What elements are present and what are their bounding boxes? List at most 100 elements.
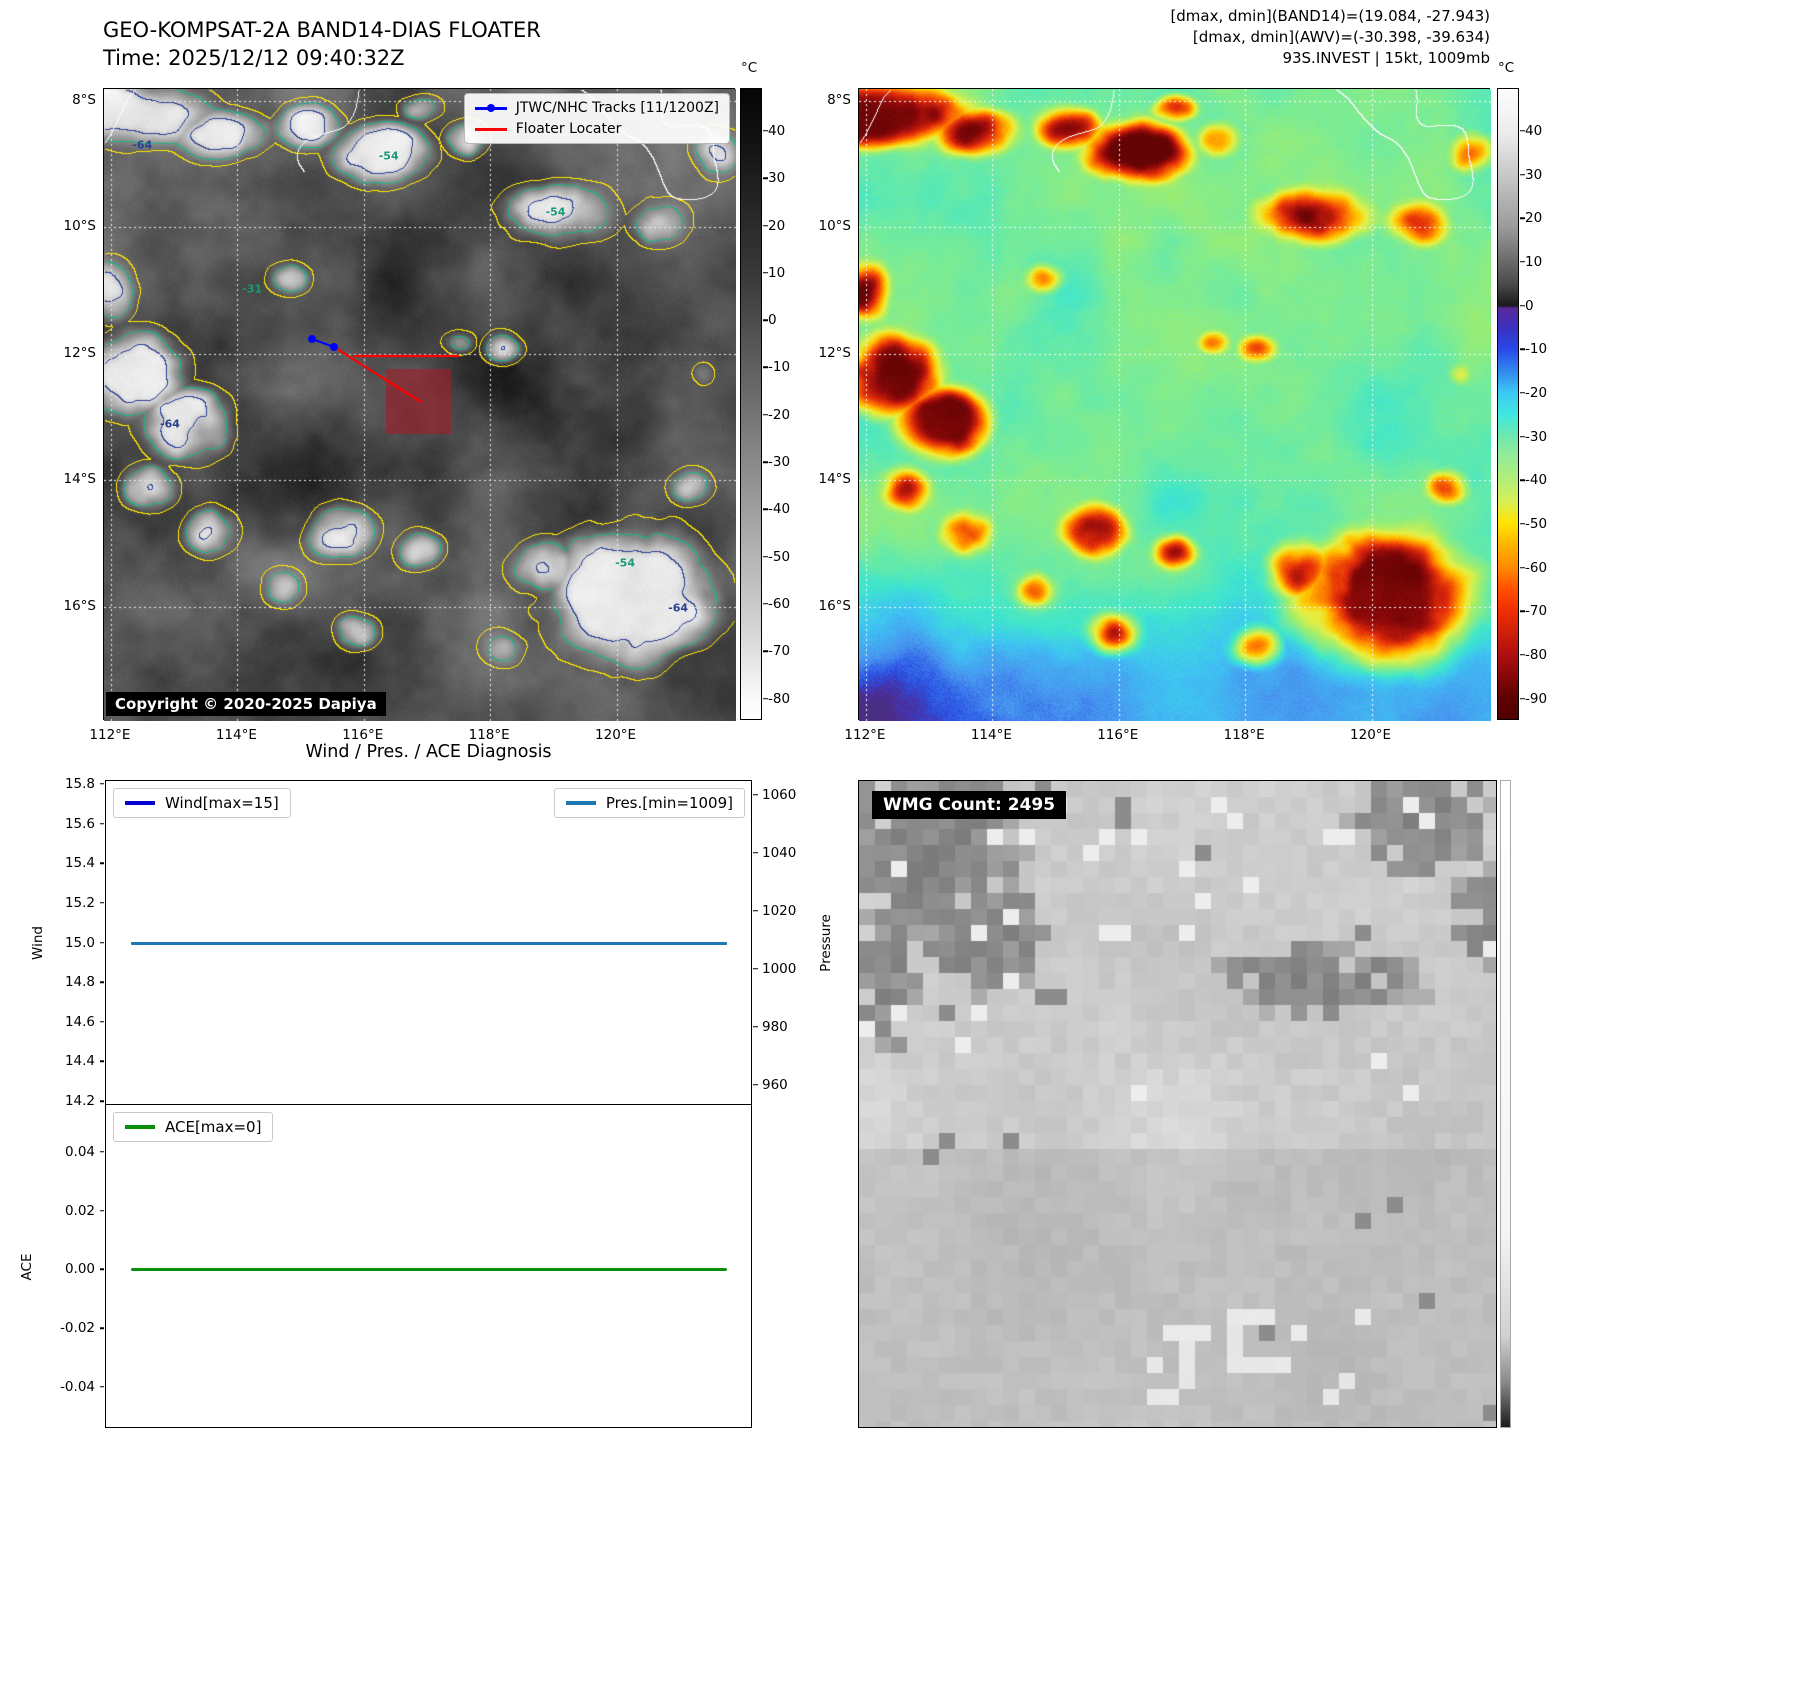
colorbar-tick-label: 30 — [1525, 166, 1543, 183]
tick-mark — [1520, 566, 1525, 569]
tick-mark — [99, 1386, 104, 1388]
colorbar-tick-label: 10 — [1525, 253, 1543, 270]
colorbar-tick-label: -50 — [1525, 515, 1548, 532]
pressure-legend: Pres.[min=1009] — [553, 788, 745, 818]
colorbar-tick-label: -50 — [768, 548, 791, 565]
tick-mark — [753, 909, 758, 912]
tick-mark — [99, 1151, 104, 1153]
x-tick-label: 114°E — [215, 727, 257, 743]
colorbar-tick-label: -20 — [1525, 384, 1548, 401]
tick-mark — [763, 603, 768, 605]
contour-value-label: -31 — [242, 282, 263, 296]
tick-mark — [1520, 217, 1525, 220]
tick-mark — [99, 822, 104, 825]
tick-mark — [99, 1327, 104, 1329]
tick-mark — [753, 1083, 758, 1086]
band14-title-block: GEO-KOMPSAT-2A BAND14-DIAS FLOATER Time:… — [103, 16, 541, 72]
tick-mark — [1520, 654, 1525, 656]
dmax-dmin-awv-text: [dmax, dmin](AWV)=(-30.398, -39.634) — [1192, 28, 1490, 46]
tick-mark — [763, 650, 768, 652]
pressure-axis-label: Pressure — [818, 913, 834, 972]
y-tick-label: 12°S — [63, 344, 97, 361]
wind-tick-label: 15.8 — [64, 775, 95, 792]
legend-row-tracks: JTWC/NHC Tracks [11/1200Z] — [474, 100, 719, 116]
colorbar-tick-label: -60 — [768, 595, 791, 612]
tick-mark — [99, 941, 104, 944]
colorbar-tick-label: 40 — [768, 122, 786, 139]
colorbar-tick-label: -80 — [1525, 646, 1548, 663]
colorbar-tick-label: 30 — [768, 170, 786, 187]
tick-mark — [99, 783, 104, 785]
tick-mark — [1520, 697, 1525, 700]
x-tick-label: 118°E — [1223, 727, 1265, 743]
colorbar-tick-label: -90 — [1525, 690, 1548, 707]
tick-mark — [763, 177, 768, 180]
tick-mark — [99, 1100, 104, 1102]
wind-tick-label: 15.0 — [64, 934, 95, 951]
colorbar-tick-label: 20 — [768, 217, 786, 234]
tick-mark — [763, 272, 768, 274]
colorbar-tick-label: -10 — [768, 359, 791, 376]
awv-header-block: [dmax, dmin](BAND14)=(19.084, -27.943) [… — [890, 6, 1490, 69]
colorbar-tick-label: -40 — [768, 501, 791, 518]
ace-tick-label: -0.02 — [60, 1320, 95, 1337]
tick-mark — [763, 697, 768, 700]
wmg-edge-strip — [1500, 780, 1511, 1428]
tick-mark — [1520, 392, 1525, 394]
tick-mark — [763, 130, 768, 132]
x-tick-label: 116°E — [342, 727, 384, 743]
wind-tick-label: 14.6 — [64, 1013, 95, 1030]
tick-mark — [763, 413, 768, 416]
pressure-line-swatch — [565, 801, 596, 805]
x-tick-label: 120°E — [1350, 727, 1392, 743]
wind-legend-label: Wind[max=15] — [165, 794, 279, 812]
colorbar-tick-label: -70 — [768, 643, 791, 660]
wind-legend: Wind[max=15] — [113, 788, 291, 818]
tick-mark — [1520, 304, 1525, 307]
awv-satellite-image — [859, 89, 1491, 721]
copyright-label: Copyright © 2020-2025 Dapiya — [106, 692, 386, 716]
x-tick-label: 114°E — [970, 727, 1012, 743]
tick-mark — [753, 1025, 758, 1028]
colorbar-tick-label: -30 — [768, 454, 791, 471]
tick-mark — [753, 793, 758, 796]
awv-colorbar — [1497, 88, 1519, 720]
x-tick-label: 112°E — [844, 727, 886, 743]
pres.-line — [131, 941, 728, 946]
tick-mark — [763, 461, 768, 463]
pressure-tick-label: 1060 — [762, 786, 797, 803]
tick-mark — [763, 224, 768, 227]
wind-tick-label: 14.8 — [64, 974, 95, 991]
tick-mark — [1520, 348, 1525, 350]
colorbar-tick-label: -40 — [1525, 472, 1548, 489]
tick-mark — [1520, 130, 1525, 132]
invest-intensity-text: 93S.INVEST | 15kt, 1009mb — [1282, 49, 1490, 67]
tick-mark — [99, 1209, 104, 1212]
ace-line — [131, 1267, 728, 1272]
y-tick-label: 10°S — [63, 218, 97, 235]
wind-tick-label: 14.2 — [64, 1093, 95, 1110]
tick-mark — [763, 319, 768, 321]
floater-line-swatch — [474, 127, 507, 131]
y-tick-label: 8°S — [827, 92, 851, 108]
tick-mark — [763, 366, 768, 369]
wind-tick-label: 15.4 — [64, 855, 95, 872]
wind-tick-label: 15.2 — [64, 894, 95, 911]
pressure-tick-label: 1040 — [762, 844, 797, 861]
tick-mark — [1520, 261, 1525, 263]
band14-time: Time: 2025/12/12 09:40:32Z — [103, 46, 405, 70]
tick-mark — [753, 851, 758, 854]
colorbar-tick-label: 0 — [768, 312, 777, 329]
track-marker-dot — [486, 104, 495, 112]
tick-mark — [1520, 479, 1525, 481]
pressure-tick-label: 1020 — [762, 902, 797, 919]
awv-map-panel — [858, 88, 1491, 721]
tick-mark — [763, 555, 768, 558]
tick-mark — [1520, 173, 1525, 176]
diagnosis-title: Wind / Pres. / ACE Diagnosis — [305, 742, 552, 762]
legend-label-tracks: JTWC/NHC Tracks [11/1200Z] — [515, 100, 719, 116]
colorbar-tick-label: 10 — [768, 264, 786, 281]
colorbar-tick-label: -20 — [768, 406, 791, 423]
jtwc-track-point — [308, 335, 316, 343]
